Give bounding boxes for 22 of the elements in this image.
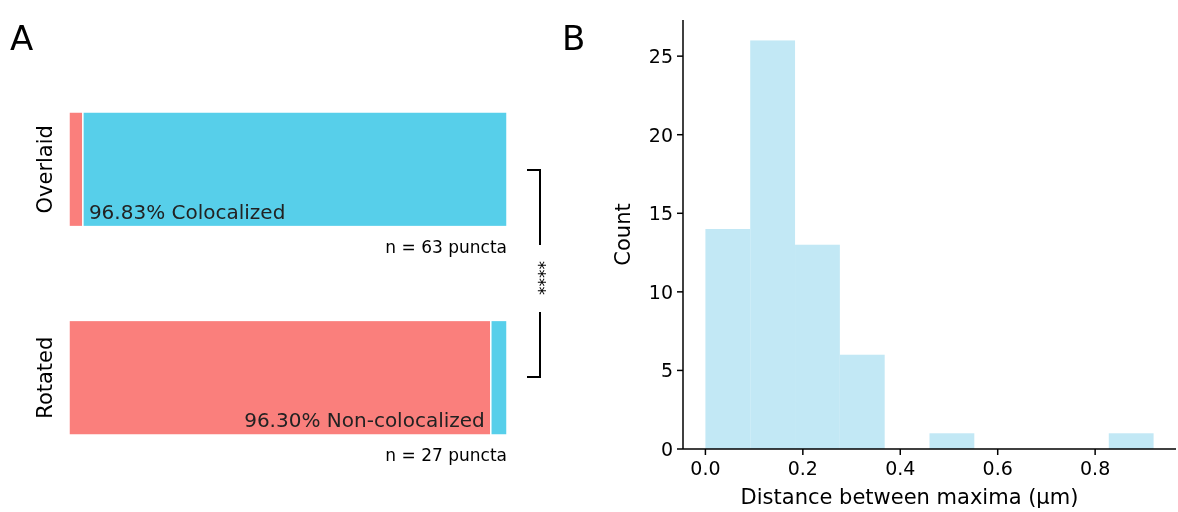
data-label: 96.30% Non-colocalized	[244, 408, 485, 432]
y-axis-title: Count	[611, 203, 635, 266]
y-tick-label: 5	[660, 359, 673, 382]
text: ****	[529, 261, 549, 295]
x-tick-label: 0.6	[982, 457, 1013, 479]
y-tick-label: Rotated	[33, 336, 57, 419]
x-tick-label: 0.4	[885, 457, 916, 479]
chart-title: A	[10, 18, 34, 58]
annotation: n = 27 puncta	[385, 445, 507, 465]
annotation: n = 63 puncta	[385, 236, 507, 257]
chart-title: B	[562, 18, 586, 58]
x-tick-label: 0.2	[787, 457, 818, 479]
y-tick-label: 25	[648, 45, 673, 68]
y-tick-label: 10	[648, 280, 673, 303]
data-label: 96.83% Colocalized	[88, 199, 286, 224]
x-tick-label: 0.0	[690, 457, 721, 479]
y-tick-label: 20	[648, 123, 673, 146]
y-tick-label: 15	[648, 202, 673, 225]
x-tick-label: 0.8	[1080, 457, 1111, 479]
y-tick-label: 0	[660, 438, 673, 460]
x-axis-title: Distance between maxima (µm)	[740, 485, 1079, 509]
y-tick-label: Overlaid	[33, 125, 57, 214]
